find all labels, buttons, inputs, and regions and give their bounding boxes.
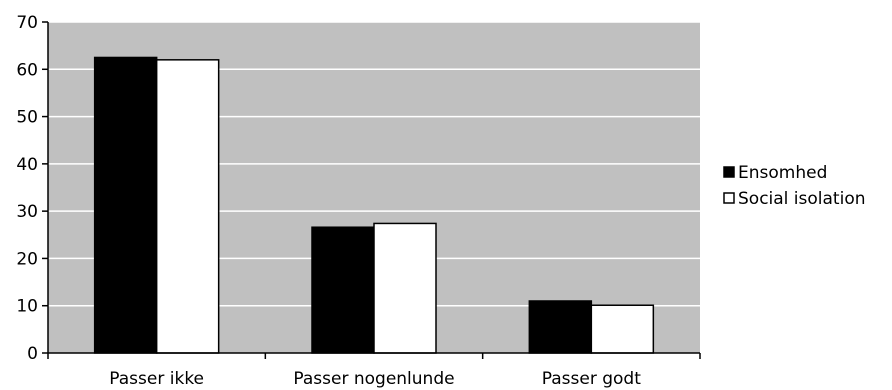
legend-swatch — [723, 166, 735, 178]
y-tick-label: 70 — [16, 13, 38, 33]
legend-label: Ensomhed — [738, 163, 827, 183]
y-tick-label: 10 — [16, 297, 38, 317]
y-tick-label: 0 — [27, 344, 38, 364]
legend-label: Social isolation — [738, 189, 866, 209]
x-tick-label: Passer nogenlunde — [293, 369, 454, 389]
bar-social-isolation — [155, 59, 220, 354]
y-tick-label: 40 — [16, 155, 38, 175]
bar-ensomhed — [528, 300, 593, 354]
legend: Ensomhed Social isolation — [723, 163, 866, 209]
x-tick-label: Passer godt — [542, 369, 641, 389]
bar-ensomhed — [311, 226, 375, 354]
plot-area — [48, 21, 700, 354]
bar-social-isolation — [590, 304, 655, 354]
legend-swatch — [723, 192, 735, 204]
x-tick-label: Passer ikke — [109, 369, 204, 389]
y-tick-label: 30 — [16, 202, 38, 222]
y-tick-label: 50 — [16, 108, 38, 128]
bar-ensomhed — [93, 56, 158, 354]
bar-social-isolation — [373, 222, 437, 354]
y-tick-label: 60 — [16, 60, 38, 80]
y-tick-label: 20 — [16, 249, 38, 269]
axes: 0 10 20 30 40 50 60 70 Passer ikke Passer nogenlu… — [16, 13, 701, 389]
